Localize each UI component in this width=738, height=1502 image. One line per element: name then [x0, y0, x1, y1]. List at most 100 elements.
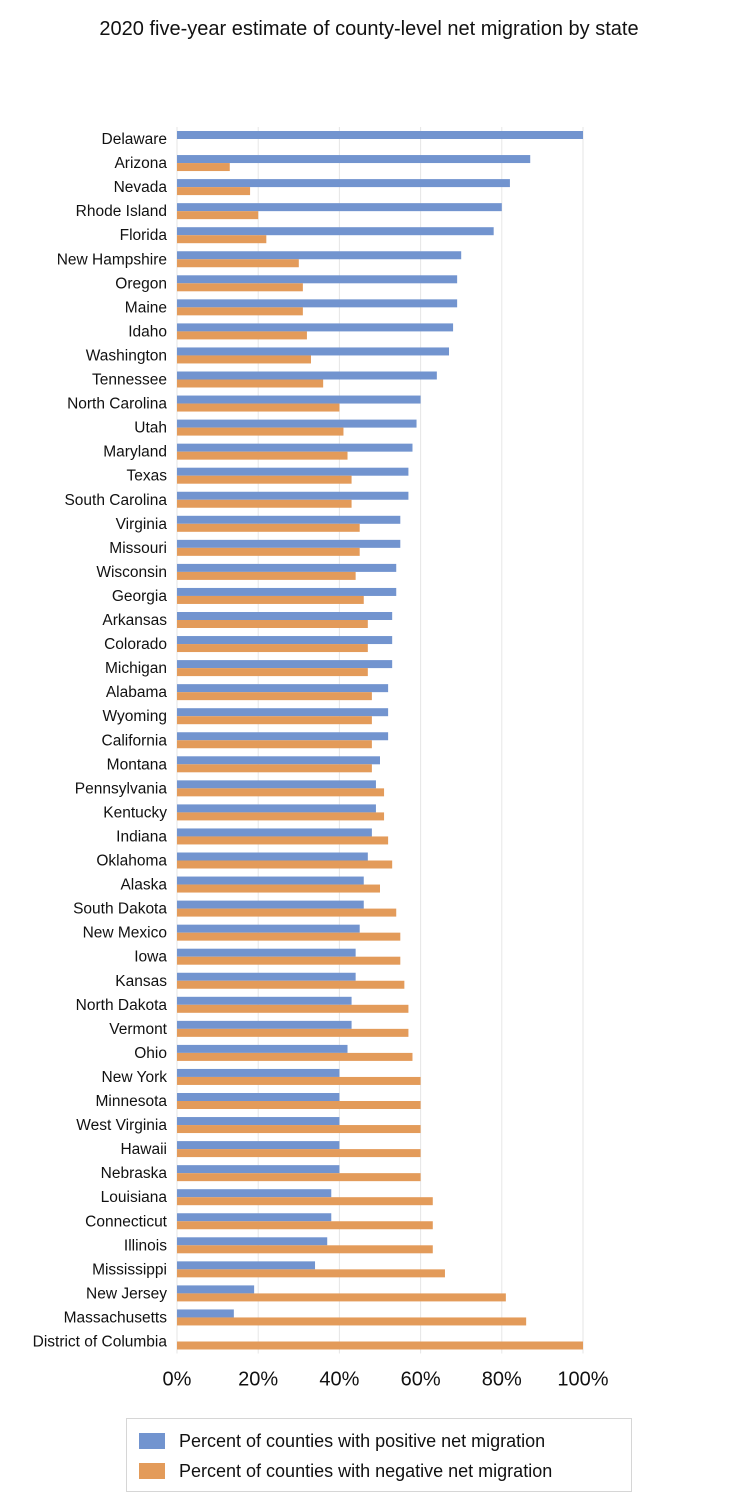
bar-negative	[177, 620, 368, 628]
category-label: District of Columbia	[33, 1334, 168, 1351]
chart-title: 2020 five-year estimate of county-level …	[99, 18, 639, 40]
bar-positive	[177, 1044, 348, 1053]
bar-positive	[177, 539, 401, 548]
category-label: Colorado	[104, 636, 167, 653]
category-label: South Carolina	[64, 492, 167, 509]
bar-negative	[177, 836, 389, 845]
category-label: Oklahoma	[96, 853, 167, 870]
bar-negative	[177, 644, 368, 653]
bar-negative	[177, 1221, 433, 1230]
bar-negative	[177, 1149, 421, 1158]
category-label: Missouri	[109, 540, 167, 557]
bar-negative	[177, 908, 397, 917]
bar-negative	[177, 523, 360, 532]
bar-positive	[177, 756, 380, 765]
bar-negative	[177, 956, 401, 965]
bar-negative	[177, 307, 303, 316]
category-label: Arkansas	[102, 612, 167, 629]
bar-positive	[177, 1189, 332, 1198]
bar-negative	[177, 716, 372, 725]
bar-positive	[177, 419, 417, 428]
bar-negative	[177, 571, 356, 580]
bar-negative	[177, 860, 393, 869]
category-label: Connecticut	[85, 1213, 168, 1230]
bar-positive	[177, 179, 510, 188]
bar-negative	[177, 812, 385, 821]
bar-positive	[177, 371, 437, 380]
bar-positive	[177, 1093, 340, 1101]
bar-positive	[177, 131, 583, 139]
bar-positive	[177, 251, 462, 260]
bar-negative	[177, 595, 364, 604]
bar-positive	[177, 900, 364, 909]
bar-positive	[177, 1020, 352, 1029]
bar-negative	[177, 764, 372, 773]
bar-negative	[177, 668, 368, 677]
category-label: Washington	[86, 347, 167, 364]
bar-negative	[177, 1341, 583, 1350]
x-tick-label: 80%	[482, 1369, 522, 1391]
x-tick-label: 40%	[319, 1369, 359, 1391]
category-label: Hawaii	[120, 1141, 167, 1158]
bar-negative	[177, 884, 380, 893]
bar-positive	[177, 299, 458, 308]
bar-negative	[177, 1052, 413, 1061]
bar-positive	[177, 155, 531, 164]
bar-positive	[177, 924, 360, 933]
bar-positive	[177, 227, 494, 236]
category-label: Iowa	[134, 949, 167, 966]
bar-negative	[177, 451, 348, 460]
category-label: Texas	[127, 468, 168, 485]
bar-negative	[177, 283, 303, 292]
bar-positive	[177, 467, 409, 476]
category-label: North Dakota	[76, 997, 168, 1014]
category-label: Nebraska	[101, 1165, 168, 1182]
category-label: Nevada	[114, 179, 168, 196]
bar-negative	[177, 475, 352, 484]
category-label: Mississippi	[92, 1261, 167, 1278]
bar-positive	[177, 876, 364, 885]
bar-negative	[177, 331, 307, 340]
legend: Percent of counties with positive net mi…	[126, 1418, 632, 1492]
category-label: New Jersey	[86, 1285, 167, 1302]
bar-negative	[177, 788, 385, 797]
category-label: Maine	[125, 299, 167, 316]
category-label: Oregon	[115, 275, 167, 292]
category-label: Louisiana	[101, 1189, 168, 1206]
category-label: Maryland	[103, 444, 167, 461]
legend-label-positive: Percent of counties with positive net mi…	[179, 1430, 546, 1451]
category-label: Illinois	[124, 1237, 167, 1254]
bar-positive	[177, 1068, 340, 1077]
category-label: New Hampshire	[57, 251, 167, 268]
legend-item-positive: Percent of counties with positive net mi…	[139, 1429, 545, 1453]
bar-positive	[177, 1141, 340, 1150]
bar-negative	[177, 235, 267, 244]
bar-positive	[177, 780, 376, 789]
category-label: Virginia	[116, 516, 168, 533]
bar-negative	[177, 1317, 527, 1326]
category-label: Georgia	[112, 588, 168, 605]
bar-negative	[177, 980, 405, 989]
bar-negative	[177, 1125, 421, 1134]
category-label: Kansas	[115, 973, 167, 990]
bar-positive	[177, 1165, 340, 1174]
category-label: California	[102, 732, 168, 749]
bar-negative	[177, 259, 299, 268]
x-tick-label: 100%	[557, 1369, 608, 1391]
bar-negative	[177, 1004, 409, 1013]
bar-positive	[177, 612, 393, 620]
bar-negative	[177, 932, 401, 941]
bar-positive	[177, 563, 397, 572]
category-label: South Dakota	[73, 901, 167, 918]
category-label: Rhode Island	[76, 203, 167, 220]
category-label: Kentucky	[103, 804, 167, 821]
category-label: Wisconsin	[96, 564, 167, 581]
bar-positive	[177, 708, 389, 717]
bar-positive	[177, 636, 393, 645]
x-tick-label: 20%	[238, 1369, 278, 1391]
category-label: Montana	[107, 756, 168, 773]
bar-negative	[177, 1245, 433, 1254]
bar-negative	[177, 403, 340, 412]
bars	[177, 131, 583, 1350]
bar-chart: Delaware Arizona Nevada Rhode Island Florida…	[33, 127, 609, 1391]
